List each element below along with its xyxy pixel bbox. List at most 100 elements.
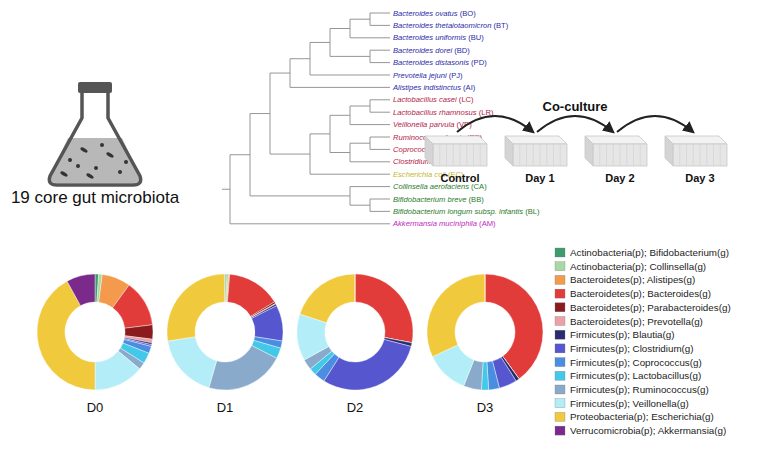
leaf-label: Veillonella parvula (VP) [393,120,472,129]
legend-swatch [555,412,565,421]
donut-slice [487,361,500,390]
legend-label: Firmicutes(p); Coprococcus(g) [570,357,702,368]
tree-branch [350,161,390,162]
plate-front [593,144,647,166]
tree-branch [270,73,290,74]
plate-well-line [613,144,614,166]
culture-plate [425,136,487,166]
bacterium [100,143,104,147]
legend-entry: Firmicutes(p); Blautia(g) [555,329,675,340]
tree-root [222,189,230,190]
legend-label: Firmicutes(p); Veillonella(g) [570,398,689,409]
tree: Bacteroides ovatus (BO) Bacteroides theta… [222,9,540,229]
donut-label: D1 [217,400,234,415]
plate-well-line [626,144,627,166]
legend-swatch [555,371,565,380]
tree-branch [350,106,370,107]
legend-swatch [555,358,565,367]
leaf-label: Akkermansia muciniphila (AM) [392,219,496,228]
step-label: Day 3 [685,172,714,184]
tree-branch [310,42,330,43]
legend: Actinobacteria(p); Bifidobacterium(g) Act… [555,247,731,436]
legend-label: Proteobacteria(p); Escherichia(g) [570,411,714,422]
plate-well-line [599,144,600,166]
legend-label: Actinobacteria(p); Bifidobacterium(g) [570,247,729,258]
legend-label: Firmicutes(p); Blautia(g) [570,329,675,340]
tree-branch [310,75,390,76]
tree-branch [370,25,390,26]
tree-branch [310,133,330,134]
step-label: Control [440,172,479,184]
leaf-label: Bifidobacterium longum subsp. infantis (… [393,207,540,216]
tree-branch [370,199,390,200]
leaf-label: Bacteroides dorei (BD) [393,46,470,55]
flask-icon [49,82,140,185]
bacterium [68,158,72,162]
tree-branch [290,87,390,88]
plate-well-line [713,144,714,166]
plate-well-line [460,144,461,166]
legend-entry: Firmicutes(p); Clostridium(g) [555,343,694,354]
tree-branch [370,211,390,212]
plate-well-line [439,144,440,166]
tree-branch [370,13,390,14]
legend-swatch [555,330,565,339]
legend-label: Bacteroidetes(p); Alistipes(g) [570,274,695,285]
legend-entry: Bacteroidetes(p); Prevotella(g) [555,316,703,327]
leaf-label: Lactobacillus rhamnosus (LR) [393,108,494,117]
tree-branch [270,154,310,155]
tree-branch [330,56,370,57]
plate-front [513,144,567,166]
bacterium [106,151,115,158]
leaf-label: Lactobacillus casei (LC) [393,95,474,104]
tree-branch [370,137,390,138]
bacterium [76,164,80,168]
step-label: Day 1 [525,172,554,184]
plate-well-line [526,144,527,166]
donut-chart [37,274,153,390]
step-arrow [537,116,613,132]
plate-well-line [546,144,547,166]
coculture-title: Co-culture [543,99,608,114]
plate-well-line [679,144,680,166]
bacterium [80,146,89,153]
leaf-label: Bacteroides distasonis (PD) [393,58,487,67]
tree-branch [370,50,390,51]
plate-well-line [686,144,687,166]
donut-chart [167,274,283,390]
legend-swatch [555,385,565,394]
legend-entry: Bacteroidetes(p); Parabacteroides(g) [555,302,731,313]
plate-well-line [533,144,534,166]
donut-label: D2 [347,400,364,415]
tree-branch [350,124,390,125]
legend-label: Firmicutes(p); Ruminococcus(g) [570,384,709,395]
flask-label: 19 core gut microbiota [11,188,180,207]
tree-branch [250,113,270,114]
leaf-label: Alistipes indistinctus (AI) [392,83,476,92]
tree-branch [370,149,390,150]
donut-slice [168,337,217,388]
plate-well-line [519,144,520,166]
step-arrow [457,116,533,132]
leaf-label: Bacteroides ovatus (BO) [393,9,476,18]
donut-label: D3 [477,400,494,415]
legend-label: Bacteroidetes(p); Parabacteroides(g) [570,302,731,313]
tree-branch [310,174,390,175]
tree-branch [370,99,390,100]
donut-slice [324,339,411,390]
leaf-label: Bacteroides thetaiotaomicron (BT) [393,21,509,30]
legend-swatch [555,303,565,312]
step-label: Day 2 [605,172,634,184]
culture-plate [585,136,647,166]
tree-branch [370,62,390,63]
plate-well-line [453,144,454,166]
plate-well-line [640,144,641,166]
legend-label: Firmicutes(p); Clostridium(g) [570,343,694,354]
tree-branch [370,112,390,113]
plate-front [673,144,727,166]
donut-slice [225,274,226,302]
legend-swatch [555,275,565,284]
legend-label: Actinobacteria(p); Collinsella(g) [570,261,706,272]
plate-well-line [720,144,721,166]
plate-side [665,136,673,166]
